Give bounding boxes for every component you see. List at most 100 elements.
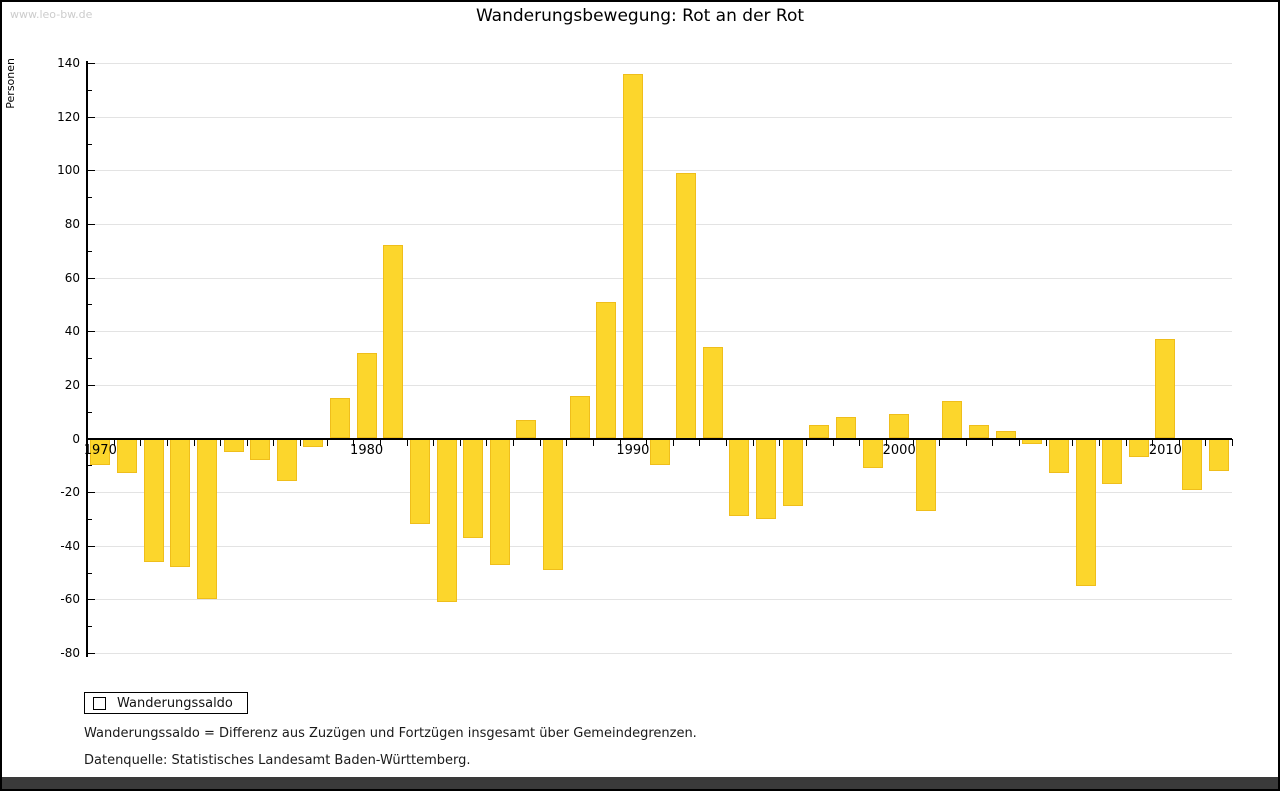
x-axis-tick <box>859 438 861 446</box>
x-axis-tick <box>1045 438 1047 446</box>
y-axis-line <box>86 61 88 657</box>
y-tick-label: 20 <box>64 377 80 392</box>
y-axis-tick <box>87 599 95 601</box>
bottom-bar <box>2 777 1278 789</box>
x-axis-tick <box>193 438 195 446</box>
gridline <box>87 545 1232 547</box>
y-axis-tick <box>87 384 95 386</box>
gridline <box>87 224 1232 225</box>
x-tick-label: 1980 <box>350 442 384 458</box>
bar-1973 <box>170 438 191 568</box>
x-axis-tick <box>885 438 887 446</box>
x-tick-label: 2000 <box>882 442 916 458</box>
y-axis-tick <box>87 170 95 172</box>
y-tick-label: 40 <box>64 324 80 339</box>
x-axis-tick <box>912 438 914 446</box>
y-axis-tick <box>87 519 92 520</box>
x-axis-tick <box>646 438 648 446</box>
bar-1992 <box>676 173 697 439</box>
x-axis-tick <box>992 438 994 446</box>
x-axis-tick <box>220 438 222 446</box>
bar-2008 <box>1102 438 1123 485</box>
x-axis-tick <box>1152 438 1154 446</box>
y-axis-tick <box>87 572 92 574</box>
y-tick-label: 0 <box>72 431 80 446</box>
x-axis-tick <box>1072 438 1074 446</box>
bar-1982 <box>409 438 430 525</box>
x-axis-tick <box>592 438 594 446</box>
y-axis-tick <box>87 492 95 494</box>
y-tick-label: 80 <box>64 217 80 231</box>
bar-1977 <box>276 438 297 482</box>
bar-1994 <box>729 438 750 517</box>
x-axis-tick <box>806 438 807 446</box>
bar-1990 <box>622 73 643 439</box>
watermark: www.leo-bw.de <box>10 8 93 21</box>
bar-1979 <box>330 398 350 439</box>
gridline <box>87 384 1232 386</box>
gridline <box>87 653 1232 654</box>
y-tick-label: 140 <box>57 56 80 70</box>
x-axis-tick <box>300 438 301 446</box>
bar-1993 <box>702 347 723 439</box>
y-tick-label: -40 <box>60 538 80 553</box>
chart-title: Wanderungsbewegung: Rot an der Rot <box>475 6 805 26</box>
y-tick-label: 60 <box>64 270 80 285</box>
bar-1983 <box>436 438 457 603</box>
y-axis-tick <box>87 89 92 91</box>
y-axis-tick <box>87 411 92 413</box>
x-axis-tick <box>1232 438 1233 446</box>
bar-1972 <box>143 438 164 562</box>
y-axis-tick <box>87 626 92 628</box>
bar-1981 <box>383 245 404 439</box>
y-axis-title: Personen <box>4 58 17 109</box>
y-tick-label: 100 <box>57 163 80 178</box>
x-axis-tick <box>486 438 488 446</box>
bar-1980 <box>356 352 377 439</box>
y-tick-label: -20 <box>60 485 80 500</box>
x-axis-tick <box>699 438 701 446</box>
y-axis-tick <box>87 197 92 199</box>
x-axis-tick <box>1125 438 1127 446</box>
y-axis-tick <box>87 331 95 333</box>
bar-2002 <box>942 401 963 439</box>
x-tick-label: 2010 <box>1148 442 1182 458</box>
bar-1975 <box>223 438 244 452</box>
x-axis-tick <box>566 438 568 446</box>
x-axis-tick <box>113 438 115 446</box>
x-axis-tick <box>672 438 674 446</box>
bar-2010 <box>1155 339 1176 439</box>
bar-1998 <box>835 417 856 439</box>
x-axis-tick <box>832 438 834 446</box>
x-axis-tick <box>87 438 88 446</box>
x-axis-tick <box>166 438 168 446</box>
x-axis-tick <box>939 438 941 446</box>
bar-1997 <box>809 425 830 439</box>
x-tick-label: 1990 <box>616 442 650 458</box>
x-axis-tick <box>619 438 621 446</box>
y-axis-tick <box>87 116 95 118</box>
legend-label: Wanderungssaldo <box>117 695 233 711</box>
gridline <box>87 170 1232 172</box>
bar-2012 <box>1208 438 1229 471</box>
bar-1978 <box>303 438 324 447</box>
footnote-source: Datenquelle: Statistisches Landesamt Bad… <box>84 753 471 768</box>
bar-1974 <box>196 438 217 600</box>
y-axis-tick <box>87 143 92 145</box>
gridline <box>87 599 1232 601</box>
x-axis-tick <box>459 438 461 446</box>
y-axis-tick <box>87 545 95 547</box>
x-axis-tick <box>539 438 541 446</box>
x-axis-tick <box>1098 438 1100 446</box>
gridline <box>87 116 1232 118</box>
y-axis-tick <box>87 465 92 467</box>
gridline <box>87 492 1232 494</box>
x-axis-tick <box>965 438 967 446</box>
x-axis-tick <box>1205 438 1207 446</box>
x-axis-tick <box>353 438 355 446</box>
bar-1988 <box>569 395 590 439</box>
x-axis-tick <box>140 438 142 446</box>
y-axis-tick <box>87 224 95 225</box>
x-axis-tick <box>1178 438 1180 446</box>
y-tick-label: -60 <box>60 592 80 607</box>
